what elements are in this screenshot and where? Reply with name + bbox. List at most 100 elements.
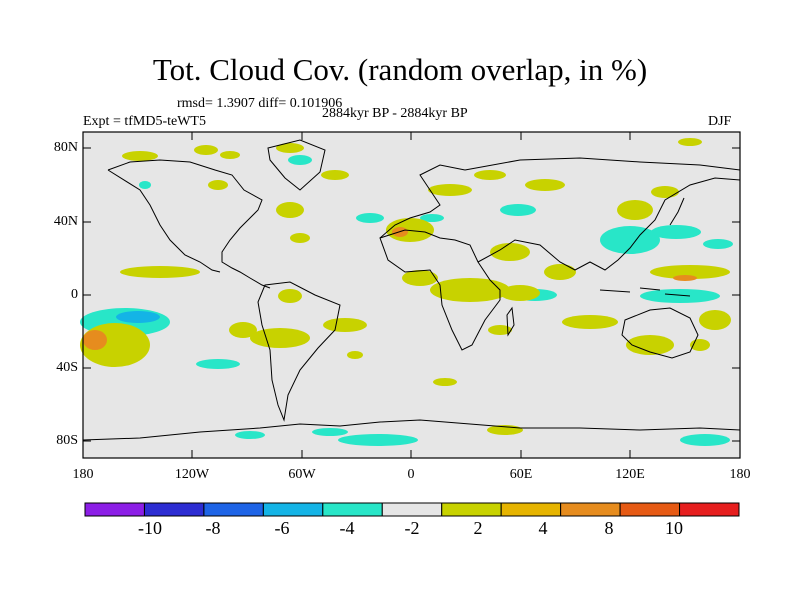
pos-patch (194, 145, 218, 155)
neg-patch (651, 225, 701, 239)
pos-patch (430, 278, 510, 302)
colorbar-label: 8 (604, 518, 614, 538)
coast-europe (379, 164, 466, 239)
coast-asia-south (477, 177, 741, 271)
pos-patch (678, 138, 702, 146)
pos-patch (562, 315, 618, 329)
experiment-label: Expt = tfMD5-teWT5 (83, 114, 206, 129)
pos-patch (347, 351, 363, 359)
pos-patch-strong (83, 330, 107, 350)
colorbar-box (679, 502, 740, 517)
lat-label-40n: 40N (53, 214, 78, 229)
colorbar-box (143, 502, 205, 517)
lon-label-60e: 60E (509, 467, 533, 482)
lat-label-0: 0 (71, 287, 78, 302)
neg-patch (600, 226, 660, 254)
colorbar-label: -10 (138, 518, 162, 538)
colorbar-box (560, 502, 621, 517)
pos-patch (278, 289, 302, 303)
map-background (83, 132, 740, 458)
pos-patch (626, 335, 674, 355)
colorbar-label: 10 (665, 518, 683, 538)
pos-patch (433, 378, 457, 386)
pos-patch (323, 318, 367, 332)
period-label: 2884kyr BP - 2884kyr BP (322, 106, 468, 121)
lon-ticks (191, 132, 631, 458)
lon-label-180w: 180 (72, 467, 94, 482)
lon-label-60w: 60W (288, 467, 316, 482)
plot-title: Tot. Cloud Cov. (random overlap, in %) (152, 52, 648, 87)
coast-south-america (257, 281, 341, 422)
colorbar-label: -2 (404, 518, 420, 538)
colorbar-label: -4 (339, 518, 355, 538)
neg-patch (703, 239, 733, 249)
pos-patch (402, 270, 438, 286)
coast-north-america (107, 159, 271, 289)
pos-patch (500, 285, 540, 301)
lon-label-120w: 120W (174, 467, 210, 482)
coast-antarctica (82, 419, 741, 441)
lat-label-80s: 80S (56, 433, 78, 448)
colorbar-label: 2 (473, 518, 483, 538)
coast-madagascar (506, 306, 515, 337)
colorbar-box (322, 502, 383, 517)
colorbar-box (441, 502, 502, 517)
neg-patch (139, 181, 151, 189)
pos-patch (290, 233, 310, 243)
season-label: DJF (708, 114, 732, 129)
lon-label-180e: 180 (729, 467, 751, 482)
neg-patch (235, 431, 265, 439)
colorbar-box (84, 502, 145, 517)
colorbar-box (500, 502, 562, 517)
neg-patch (680, 434, 730, 446)
pos-patch (474, 170, 506, 180)
lat-label-40s: 40S (56, 360, 78, 375)
coast-greenland (267, 139, 326, 191)
pos-patch (544, 264, 576, 280)
pos-patch (525, 179, 565, 191)
neg-patch-strong (116, 311, 160, 323)
pos-patch (276, 202, 304, 218)
lat-ticks (83, 147, 740, 442)
anomaly-patches (80, 138, 733, 446)
pos-patch (120, 266, 200, 278)
coastlines (82, 139, 741, 441)
neg-patch (356, 213, 384, 223)
colorbar-label: -6 (274, 518, 290, 538)
coast-north-america-west (107, 169, 221, 273)
neg-patch (500, 204, 536, 216)
pos-patch-strong (673, 275, 697, 281)
pos-patch (651, 186, 679, 198)
pos-patch (428, 184, 472, 196)
colorbar-box (619, 502, 681, 517)
colorbar-box (262, 502, 324, 517)
pos-patch (617, 200, 653, 220)
coast-australia (621, 307, 699, 359)
coast-asia-north (464, 157, 741, 171)
neg-patch (312, 428, 348, 436)
colorbar (84, 502, 740, 517)
coast-japan (669, 197, 685, 226)
pos-patch (490, 243, 530, 261)
pos-patch (650, 265, 730, 279)
pos-patch (229, 322, 257, 338)
lon-label-120e: 120E (615, 467, 645, 482)
neg-patch (640, 289, 720, 303)
colorbar-label: -8 (205, 518, 221, 538)
pos-patch (488, 325, 512, 335)
lat-label-80n: 80N (53, 140, 78, 155)
coast-africa (379, 229, 501, 351)
stats-text: rmsd= 1.3907 diff= 0.101906 (177, 96, 343, 111)
neg-patch (288, 155, 312, 165)
colorbar-label: 4 (538, 518, 548, 538)
pos-patch (122, 151, 158, 161)
coast-indonesia (599, 287, 691, 297)
colorbar-box (203, 502, 264, 517)
pos-patch (250, 328, 310, 348)
lon-label-0: 0 (407, 467, 415, 482)
neg-patch (338, 434, 418, 446)
pos-patch (321, 170, 349, 180)
pos-patch (276, 143, 304, 153)
pos-patch (208, 180, 228, 190)
